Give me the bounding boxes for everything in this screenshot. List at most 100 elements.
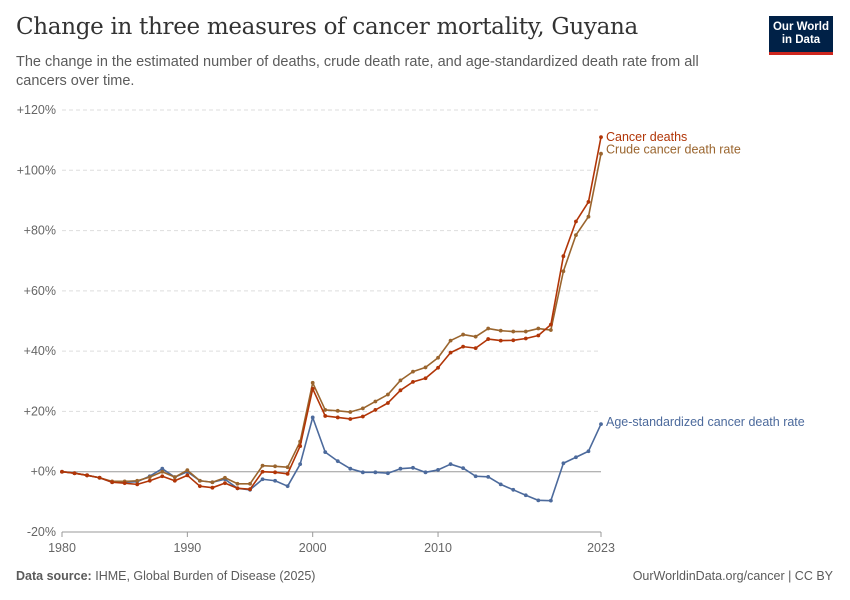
data-point[interactable]: [398, 466, 403, 471]
data-point[interactable]: [511, 329, 516, 334]
series-line[interactable]: [61, 416, 602, 502]
data-point[interactable]: [411, 369, 415, 374]
data-point[interactable]: [536, 333, 541, 338]
data-point[interactable]: [574, 219, 578, 224]
data-point[interactable]: [360, 414, 365, 419]
data-point[interactable]: [185, 473, 190, 478]
data-point[interactable]: [561, 461, 566, 466]
data-point[interactable]: [197, 484, 202, 489]
data-point[interactable]: [147, 475, 152, 480]
data-point[interactable]: [260, 463, 265, 468]
data-point[interactable]: [122, 481, 127, 486]
data-point[interactable]: [586, 200, 591, 204]
data-point[interactable]: [373, 470, 378, 475]
data-point[interactable]: [586, 449, 591, 454]
data-point[interactable]: [160, 466, 165, 471]
data-point[interactable]: [160, 474, 165, 479]
data-point[interactable]: [360, 470, 365, 475]
data-point[interactable]: [323, 414, 328, 418]
data-point[interactable]: [386, 401, 390, 405]
data-point[interactable]: [574, 233, 578, 237]
data-point[interactable]: [548, 322, 553, 327]
data-point[interactable]: [335, 408, 340, 413]
data-point[interactable]: [223, 481, 227, 486]
data-point[interactable]: [260, 469, 265, 474]
data-point[interactable]: [423, 376, 428, 381]
data-point[interactable]: [335, 459, 340, 464]
data-point[interactable]: [323, 408, 328, 412]
data-point[interactable]: [348, 410, 353, 414]
series-line[interactable]: [61, 153, 602, 485]
data-point[interactable]: [60, 469, 64, 474]
footer-link[interactable]: OurWorldinData.org/cancer | CC BY: [632, 569, 833, 583]
data-point[interactable]: [235, 481, 240, 486]
data-point[interactable]: [160, 469, 165, 474]
data-point[interactable]: [536, 326, 541, 331]
source-text[interactable]: IHME, Global Burden of Disease (2025): [95, 569, 316, 583]
data-point[interactable]: [386, 392, 390, 397]
data-point[interactable]: [599, 422, 603, 426]
data-point[interactable]: [335, 415, 340, 420]
data-point[interactable]: [448, 462, 453, 467]
data-point[interactable]: [85, 473, 89, 478]
data-point[interactable]: [523, 493, 528, 498]
data-point[interactable]: [486, 337, 491, 341]
data-point[interactable]: [298, 462, 303, 467]
data-point[interactable]: [310, 380, 315, 385]
data-point[interactable]: [586, 214, 591, 219]
data-point[interactable]: [273, 464, 277, 469]
data-point[interactable]: [310, 386, 315, 391]
data-point[interactable]: [197, 478, 202, 483]
owid-logo[interactable]: Our World in Data: [769, 16, 833, 55]
data-point[interactable]: [348, 466, 353, 471]
data-point[interactable]: [97, 475, 102, 480]
data-point[interactable]: [473, 474, 478, 479]
data-point[interactable]: [523, 336, 528, 341]
data-point[interactable]: [172, 478, 177, 483]
data-point[interactable]: [548, 498, 553, 503]
series-lines[interactable]: [60, 135, 603, 503]
data-point[interactable]: [223, 475, 227, 480]
data-point[interactable]: [373, 399, 378, 404]
data-point[interactable]: [273, 478, 277, 483]
data-point[interactable]: [210, 480, 215, 485]
data-point[interactable]: [110, 480, 115, 485]
data-point[interactable]: [473, 346, 478, 351]
data-point[interactable]: [72, 471, 77, 476]
series-label[interactable]: Crude cancer death rate: [606, 143, 741, 157]
data-point[interactable]: [147, 478, 152, 483]
series-2[interactable]: [60, 415, 603, 503]
data-point[interactable]: [135, 482, 140, 487]
data-point[interactable]: [498, 338, 503, 343]
data-point[interactable]: [323, 450, 328, 455]
data-point[interactable]: [348, 417, 353, 421]
data-point[interactable]: [248, 481, 252, 486]
data-point[interactable]: [172, 475, 177, 480]
data-point[interactable]: [461, 344, 466, 349]
data-point[interactable]: [486, 326, 491, 331]
series-line[interactable]: [61, 136, 602, 491]
data-point[interactable]: [386, 471, 390, 476]
data-point[interactable]: [423, 470, 428, 475]
data-point[interactable]: [436, 365, 440, 370]
data-point[interactable]: [498, 482, 503, 487]
data-point[interactable]: [411, 465, 415, 470]
data-point[interactable]: [235, 486, 240, 491]
data-point[interactable]: [185, 468, 190, 473]
data-point[interactable]: [561, 269, 566, 274]
data-point[interactable]: [561, 254, 566, 259]
series-label[interactable]: Age-standardized cancer death rate: [606, 415, 805, 429]
data-point[interactable]: [373, 408, 378, 412]
data-point[interactable]: [599, 151, 603, 156]
series-1[interactable]: [60, 151, 603, 486]
data-point[interactable]: [285, 484, 290, 489]
data-point[interactable]: [523, 329, 528, 334]
data-point[interactable]: [473, 334, 478, 339]
series-0[interactable]: [60, 135, 603, 492]
data-point[interactable]: [536, 498, 541, 503]
data-point[interactable]: [398, 388, 403, 393]
data-point[interactable]: [248, 487, 252, 492]
data-point[interactable]: [423, 365, 428, 370]
data-point[interactable]: [298, 444, 303, 448]
data-point[interactable]: [461, 466, 466, 470]
